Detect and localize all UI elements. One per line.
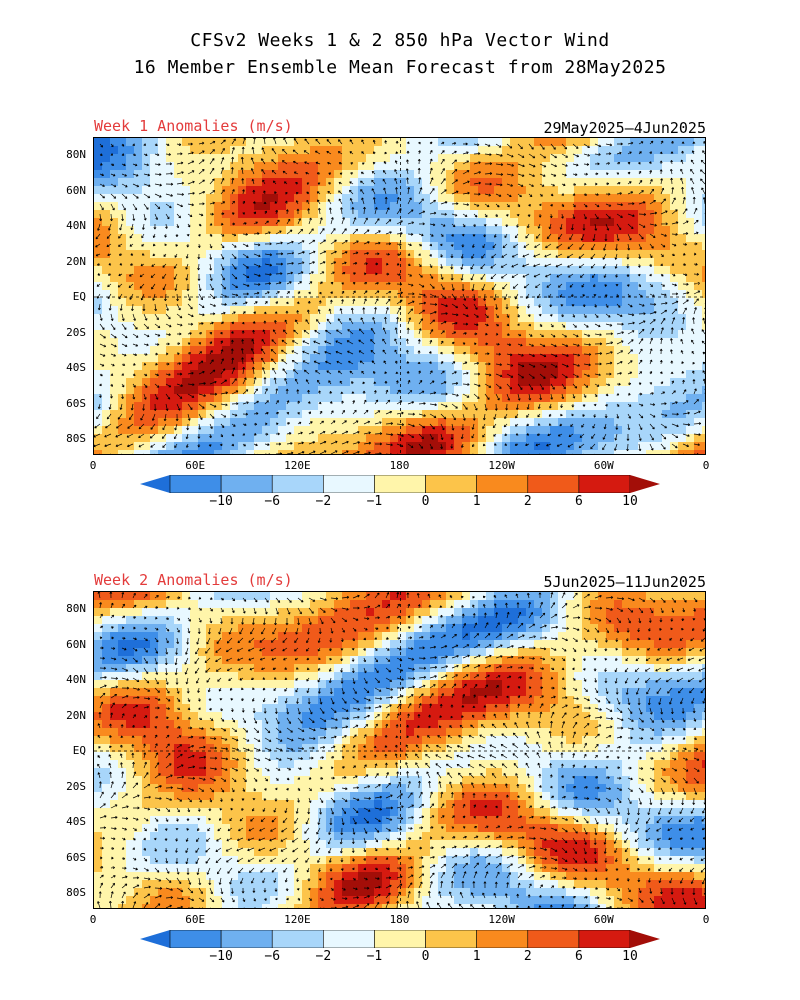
colorbar-low-triangle — [140, 475, 170, 493]
colorbar-bin — [374, 929, 426, 949]
colorbar-bin — [578, 929, 631, 949]
lat-label: 20N — [66, 708, 86, 722]
lat-label: 20S — [66, 779, 86, 793]
lat-label: 40N — [66, 673, 86, 686]
panel2-dates: 5Jun2025—11Jun2025 — [543, 573, 706, 591]
colorbar-bin — [169, 929, 222, 949]
colorbar-high-triangle — [630, 930, 660, 948]
lon-label: 60E — [185, 459, 206, 472]
panel1-title: Week 1 Anomalies (m/s) — [94, 117, 293, 135]
figure-title-line2: 16 Member Ensemble Mean Forecast from 28… — [133, 57, 667, 78]
lon-label: 0 — [89, 913, 97, 926]
panel1-dates: 29May2025—4Jun2025 — [543, 119, 706, 137]
colorbar-label: −10 — [209, 494, 233, 509]
lat-label: 80S — [66, 886, 86, 899]
lat-label: 60N — [66, 183, 86, 197]
colorbar-bin — [169, 474, 222, 494]
colorbar-label: −10 — [209, 949, 233, 964]
colorbar-bin — [323, 474, 375, 494]
colorbar-bin — [271, 929, 324, 949]
panel1-map — [93, 137, 706, 455]
colorbar-bin — [578, 474, 631, 494]
lat-label: 40S — [66, 815, 86, 828]
colorbar-label: −1 — [366, 949, 383, 964]
colorbar-label: −1 — [366, 494, 383, 509]
panel2-colorbar — [140, 929, 660, 949]
colorbar-label: 2 — [523, 494, 532, 509]
lat-label: 60S — [66, 850, 86, 864]
colorbar-bin — [476, 929, 529, 949]
colorbar-label: 10 — [622, 949, 638, 964]
lon-label: 180 — [389, 913, 410, 926]
lat-label: 80S — [66, 432, 86, 445]
lat-label: EQ — [72, 744, 86, 757]
lon-label: 120E — [284, 913, 311, 926]
colorbar-label: −2 — [315, 949, 332, 964]
lat-label: 80N — [66, 148, 86, 161]
colorbar-low-triangle — [140, 930, 170, 948]
lon-label: 120W — [488, 913, 515, 926]
shaded-anomaly — [94, 138, 705, 454]
lat-label: 20S — [66, 325, 86, 339]
colorbar-bin — [271, 474, 324, 494]
colorbar-label: 6 — [574, 494, 583, 509]
lon-label: 0 — [702, 913, 710, 926]
colorbar-label: 0 — [421, 494, 430, 509]
lon-label: 120E — [284, 459, 311, 472]
lat-label: 40S — [66, 361, 86, 374]
anomaly-field — [94, 138, 705, 454]
lon-label: 60E — [185, 913, 206, 926]
shaded-anomaly — [94, 592, 705, 908]
colorbar-bin — [323, 929, 375, 949]
anomaly-field — [94, 592, 705, 908]
lat-label: EQ — [72, 290, 86, 303]
colorbar-bin — [425, 474, 477, 494]
panel2-map — [93, 591, 706, 909]
lon-label: 180 — [389, 459, 410, 472]
colorbar-label: 0 — [421, 949, 430, 964]
colorbar-label: 2 — [523, 949, 532, 964]
colorbar-label: −6 — [264, 949, 281, 964]
lon-label: 60W — [593, 459, 614, 472]
lat-label: 40N — [66, 219, 86, 232]
figure-title-line1: CFSv2 Weeks 1 & 2 850 hPa Vector Wind — [190, 30, 610, 51]
wind-vectors — [94, 138, 705, 454]
panel2-title: Week 2 Anomalies (m/s) — [94, 571, 293, 589]
lat-label: 60S — [66, 396, 86, 410]
colorbar-bin — [476, 474, 529, 494]
colorbar-bin — [527, 929, 580, 949]
colorbar-label: 10 — [622, 494, 638, 509]
panel1-colorbar — [140, 474, 660, 494]
lat-label: 20N — [66, 254, 86, 268]
colorbar-bin — [220, 929, 273, 949]
colorbar-bin — [425, 929, 477, 949]
colorbar-label: 6 — [574, 949, 583, 964]
lon-label: 120W — [488, 459, 515, 472]
colorbar-label: 1 — [472, 494, 481, 509]
colorbar-label: −6 — [264, 494, 281, 509]
lat-label: 60N — [66, 637, 86, 651]
colorbar-bin — [374, 474, 426, 494]
lon-label: 0 — [702, 459, 710, 472]
colorbar-bin — [220, 474, 273, 494]
colorbar-bin — [527, 474, 580, 494]
colorbar-high-triangle — [630, 475, 660, 493]
lon-label: 60W — [593, 913, 614, 926]
lon-label: 0 — [89, 459, 97, 472]
colorbar-label: −2 — [315, 494, 332, 509]
lat-label: 80N — [66, 602, 86, 615]
colorbar-label: 1 — [472, 949, 481, 964]
wind-vectors — [97, 592, 705, 908]
